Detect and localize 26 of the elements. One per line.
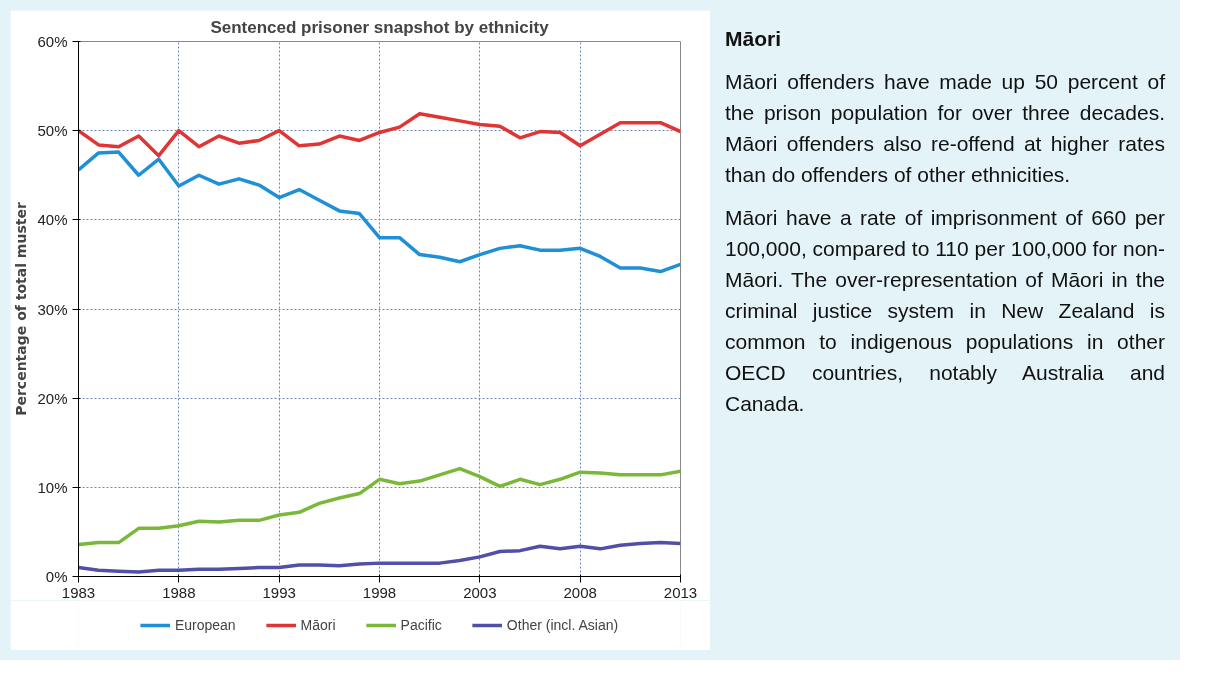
y-tick-label: 50% xyxy=(37,122,68,140)
y-tick-label: 40% xyxy=(37,211,68,229)
text: Māori xyxy=(725,26,782,52)
x-tick-label: 1988 xyxy=(162,583,196,601)
legend-label: Pacific xyxy=(400,617,442,633)
y-tick-label: 10% xyxy=(37,478,68,496)
y-tick-label: 60% xyxy=(37,33,68,50)
chart-title: Sentenced prisoner snapshot by ethnicity xyxy=(210,17,550,37)
x-tick-label: 2003 xyxy=(463,583,497,601)
x-tick-label: 1993 xyxy=(262,583,296,601)
x-tick-label: 1983 xyxy=(61,583,96,601)
x-tick-label: 1998 xyxy=(362,583,397,601)
line-series xyxy=(78,111,681,158)
text: Māori have a rate of imprisonment of 660 per 100,000, compared to 110 per 100,000 for non-Māori. The over-representation of Māori in the criminal justice system in New Zealand is common to indigenous populations in other OECD countries, notably Australia and Canada. xyxy=(725,205,1165,417)
legend-label: European xyxy=(174,617,236,633)
y-tick-label: 20% xyxy=(37,389,68,407)
line-series xyxy=(78,150,681,274)
x-tick-label: 2008 xyxy=(563,583,597,601)
y-tick-label: 30% xyxy=(37,300,68,318)
x-tick-label: 2013 xyxy=(663,583,698,601)
line-series xyxy=(78,466,681,547)
y-axis-title: Percentage of total muster xyxy=(13,202,30,416)
legend-label: Other (incl. Asian) xyxy=(506,617,619,633)
legend-label: Māori xyxy=(300,617,336,633)
text: Māori offenders have made up 50 percent of the prison population for over three decades. Māori offenders also re-offend at higher rates than do offenders of other ethnicities. xyxy=(725,69,1165,188)
y-tick-label: 0% xyxy=(45,568,68,585)
